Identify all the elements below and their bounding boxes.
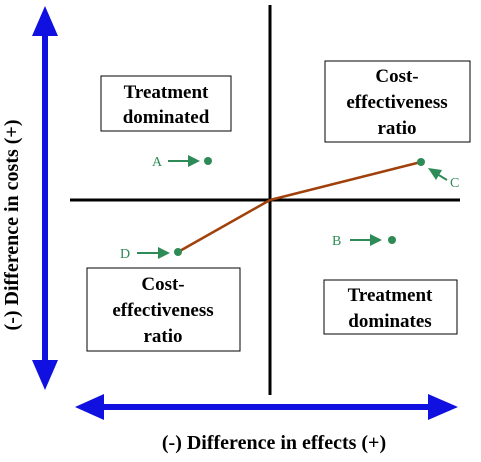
box-text-line: Treatment [348, 285, 433, 306]
point-c: C [417, 158, 459, 191]
point-d: D [120, 247, 182, 262]
box-text-line: Treatment [124, 82, 209, 103]
ratio-line-lower [177, 198, 271, 254]
box-text-line: Cost- [141, 274, 184, 295]
point-a-label: A [152, 155, 163, 170]
x-axis-label: (-) Difference in effects (+) [162, 432, 386, 454]
quadrant-box-top-left: Treatment dominated [100, 75, 232, 132]
costs-axis-arrow [32, 6, 58, 390]
ratio-lines [177, 160, 422, 254]
point-c-label: C [450, 176, 459, 191]
quadrant-box-top-right: Cost- effectiveness ratio [324, 60, 471, 143]
point-b: B [332, 234, 396, 249]
box-text-line: dominated [123, 107, 210, 128]
box-text-line: effectiveness [346, 92, 447, 113]
effects-axis-arrow [75, 394, 458, 420]
y-axis-label: (-) Difference in costs (+) [1, 120, 23, 331]
point-b-label: B [332, 234, 341, 249]
quadrant-box-bottom-left: Cost- effectiveness ratio [86, 267, 241, 352]
ratio-line-upper [269, 160, 422, 202]
box-text-line: ratio [377, 118, 416, 139]
box-text-line: Cost- [375, 66, 418, 87]
box-text-line: ratio [143, 326, 182, 347]
point-d-label: D [120, 247, 130, 262]
point-a: A [152, 155, 212, 170]
box-text-line: effectiveness [112, 300, 213, 321]
quadrant-box-bottom-right: Treatment dominates [323, 279, 458, 335]
box-text-line: dominates [348, 311, 431, 332]
